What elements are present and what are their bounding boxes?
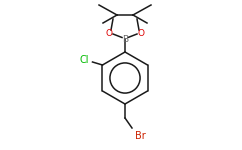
- Text: O: O: [137, 28, 144, 38]
- Text: Br: Br: [135, 131, 146, 141]
- Text: Cl: Cl: [80, 55, 90, 65]
- Text: O: O: [106, 28, 113, 38]
- Text: B: B: [122, 34, 128, 43]
